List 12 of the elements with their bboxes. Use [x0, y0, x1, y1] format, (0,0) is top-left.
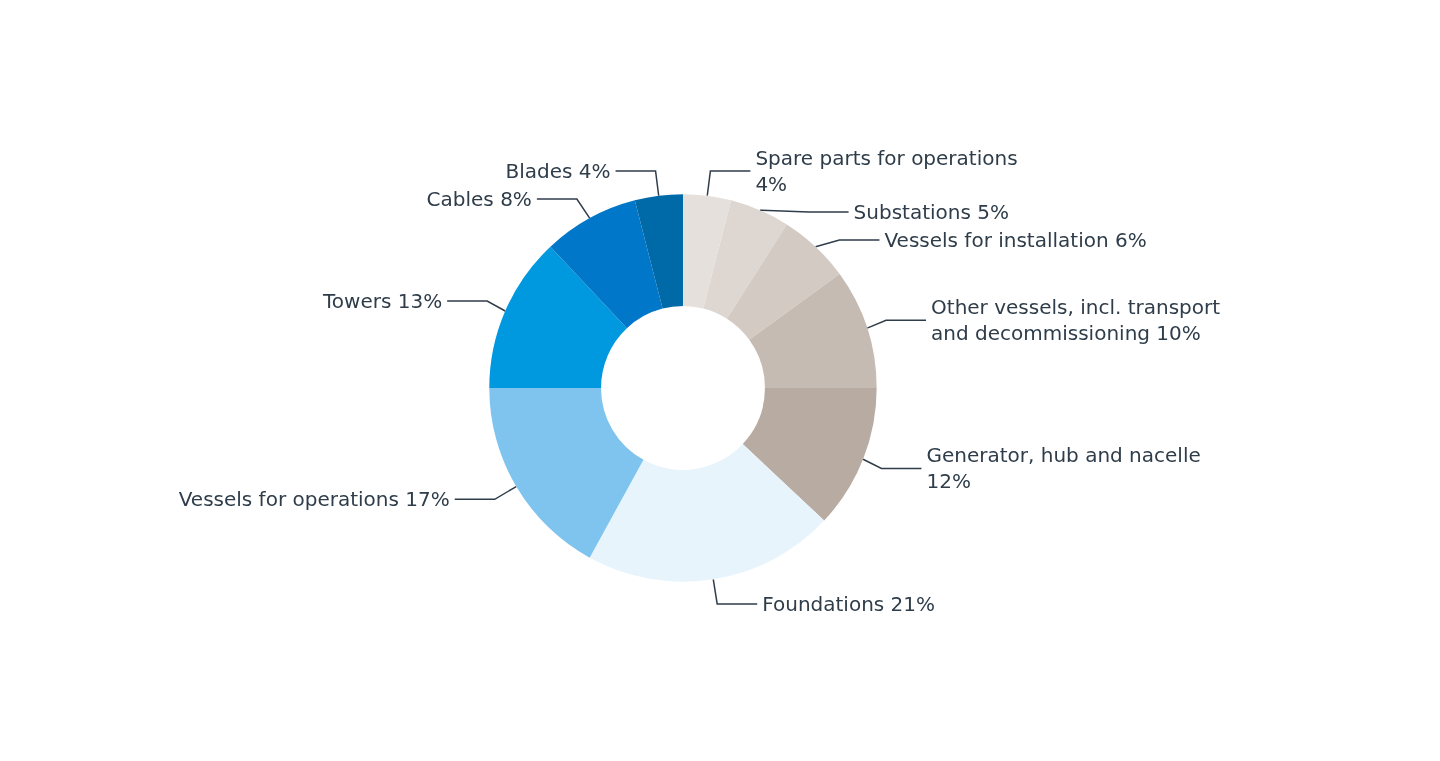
slice-label: Towers 13%	[321, 289, 443, 314]
data-label: 12%	[926, 469, 971, 494]
slice-label: Generator, hub and nacelle	[926, 443, 1208, 468]
slice-label: Vessels for installation 6%	[884, 227, 1147, 252]
slice-label: Cables 8%	[426, 186, 532, 211]
slice-label: Blades 4%	[505, 158, 611, 183]
slice-label: Vessels for operations 17%	[178, 487, 450, 512]
slice-label: Spare parts for operations	[755, 145, 1024, 170]
data-label: 4%	[755, 171, 788, 196]
slice-label: Other vessels, incl. transport and decommissioning 10%	[931, 295, 1227, 346]
slice-label: Foundations 21%	[762, 591, 936, 616]
slice-label: Substations 5%	[853, 199, 1009, 224]
